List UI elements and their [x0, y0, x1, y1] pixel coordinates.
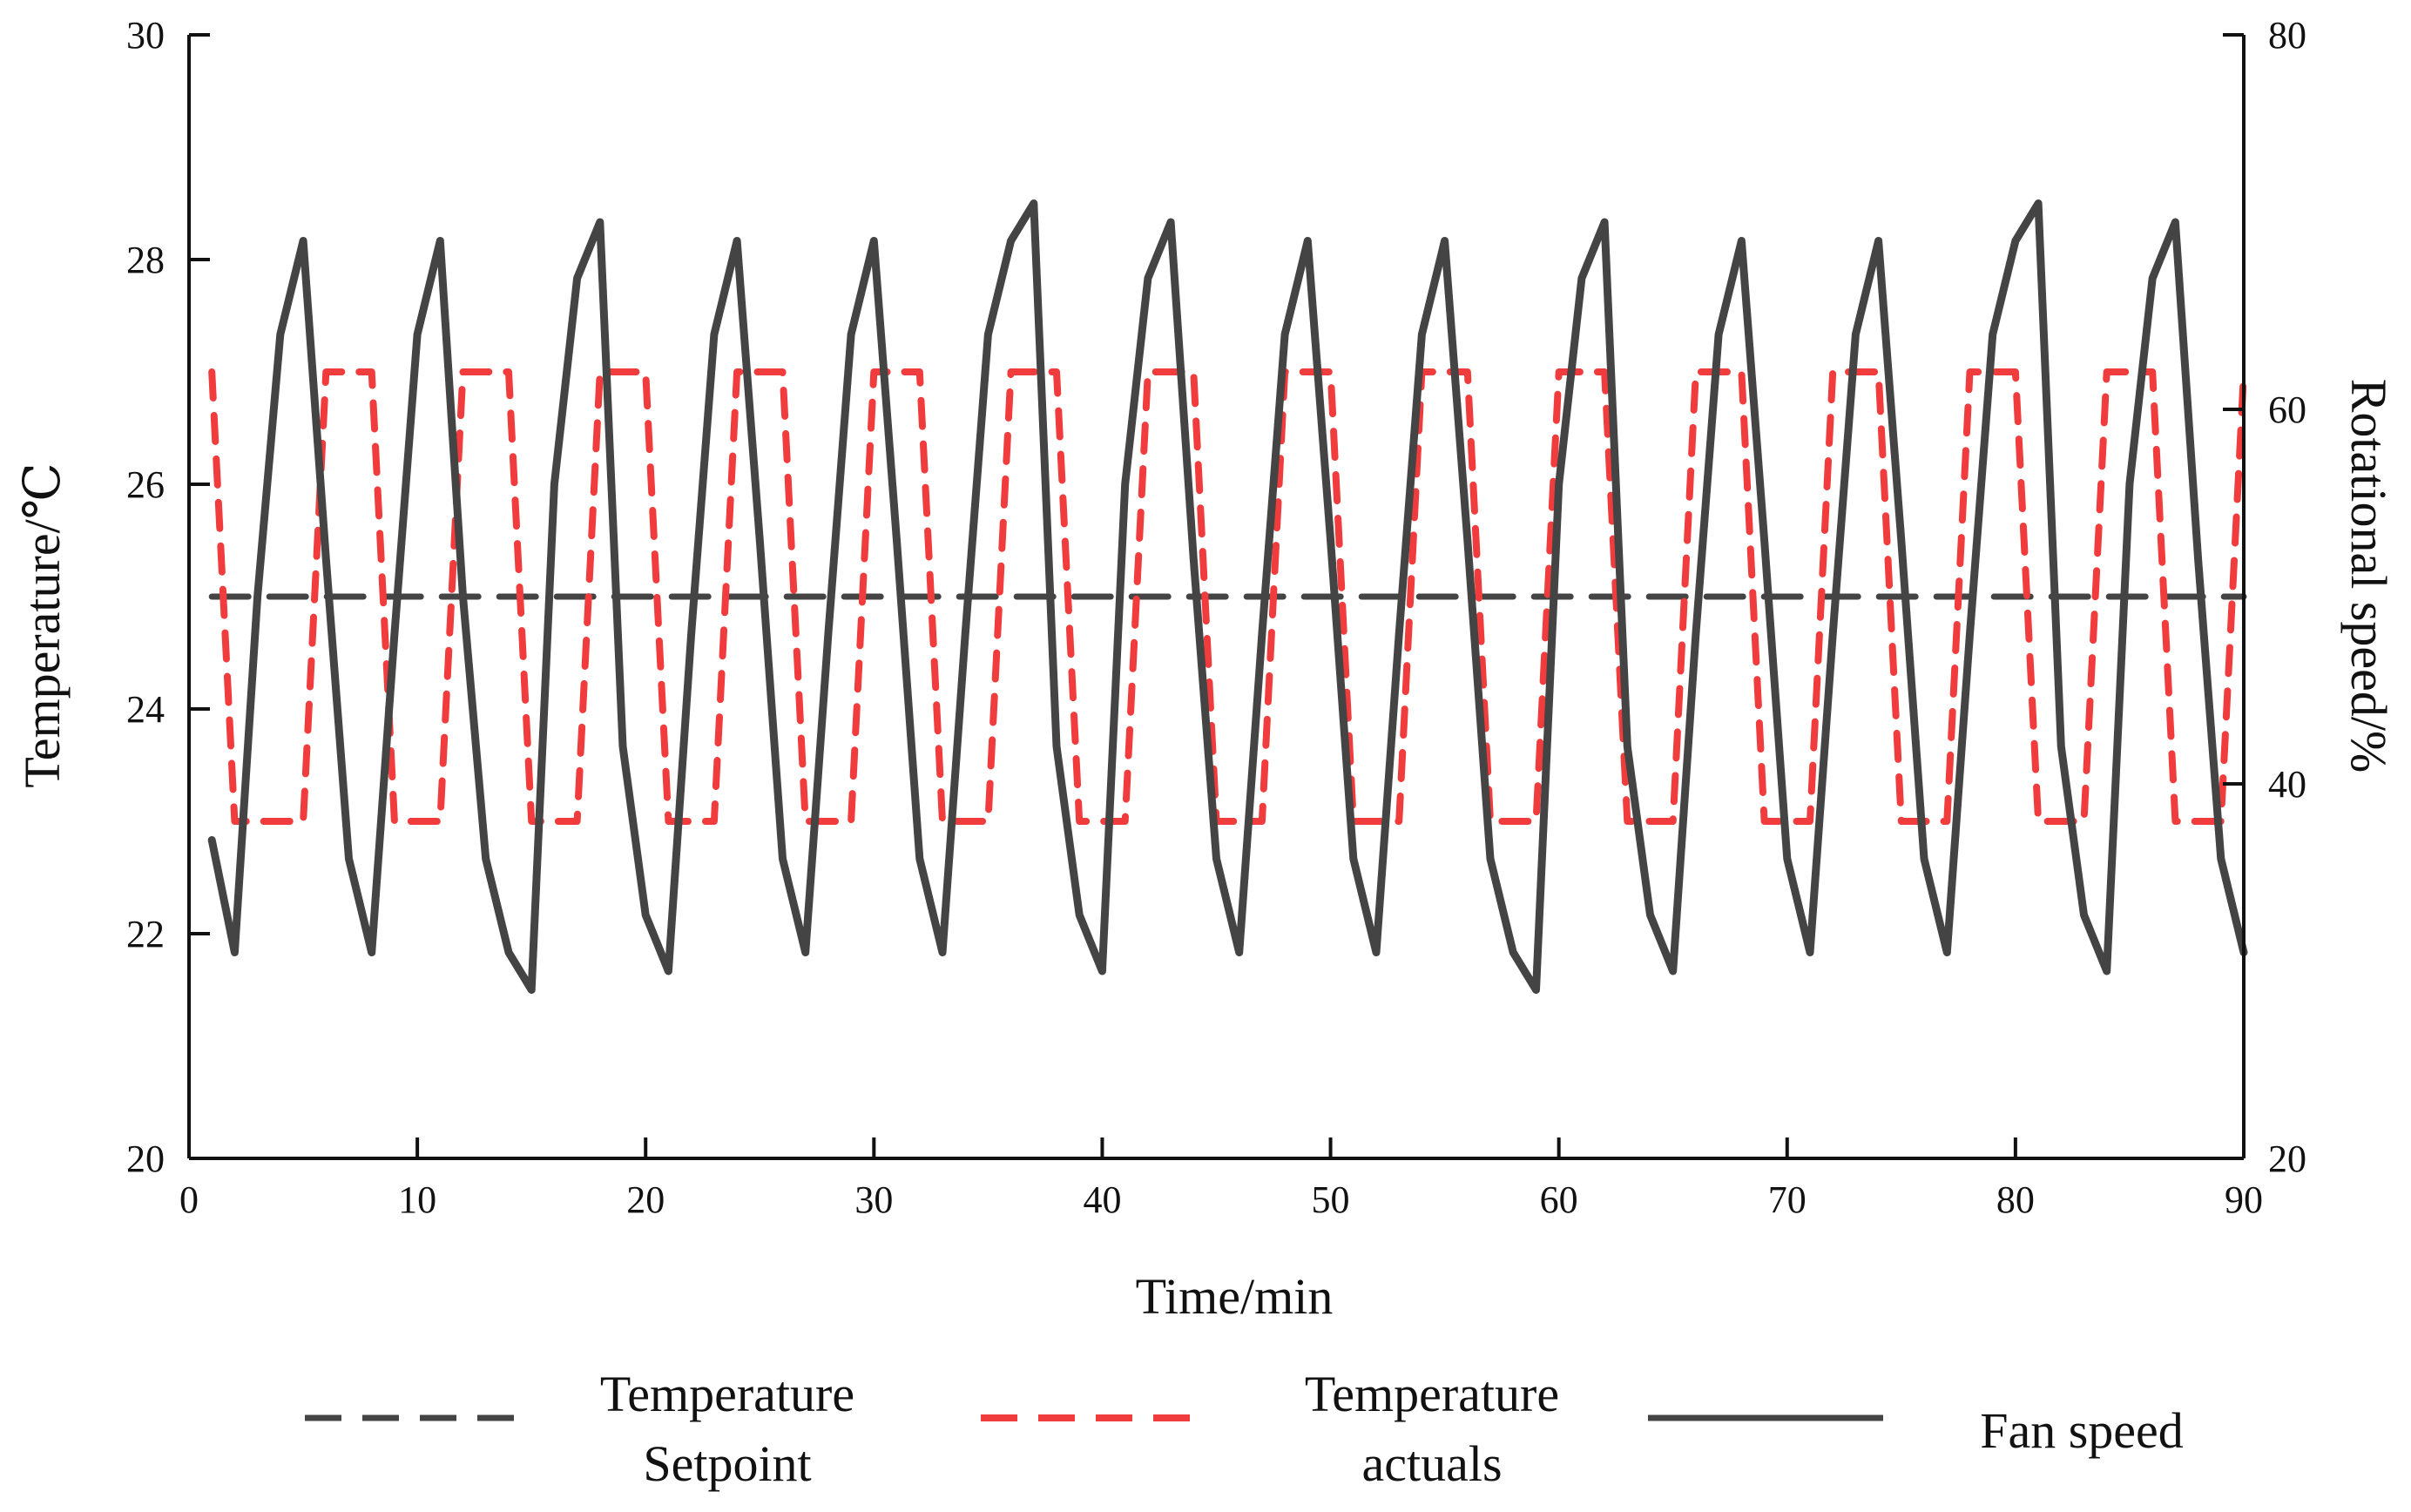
x-tick-label: 80 [1996, 1178, 2035, 1221]
y-left-tick-label: 20 [126, 1137, 165, 1180]
series-line-fan-speed [207, 199, 2248, 994]
legend-label-actuals-line1: Temperature [1305, 1366, 1559, 1422]
x-tick-label: 10 [398, 1178, 436, 1221]
x-tick-label: 70 [1768, 1178, 1807, 1221]
legend: Temperature Setpoint Temperature actuals… [305, 1366, 2184, 1492]
y-left-tick-label: 24 [126, 688, 165, 731]
x-tick-label: 0 [179, 1178, 199, 1221]
y-left-tick-label: 28 [126, 239, 165, 281]
legend-label-setpoint-line1: Temperature [600, 1366, 854, 1422]
y-axis-left-title: Temperature/℃ [14, 462, 71, 787]
y-right-tick-label: 80 [2268, 14, 2306, 57]
y-axis-right-title: Rotational speed/% [2340, 379, 2397, 773]
plot-area [207, 199, 2248, 994]
y-right-tick-label: 40 [2268, 763, 2306, 806]
y-left-tick-label: 22 [126, 913, 165, 955]
y-right-tick-label: 60 [2268, 388, 2306, 431]
axes [187, 35, 2246, 1160]
x-tick-label: 20 [626, 1178, 665, 1221]
x-tick-label: 40 [1083, 1178, 1121, 1221]
x-axis-title: Time/min [1136, 1268, 1334, 1325]
x-tick-label: 90 [2225, 1178, 2263, 1221]
x-tick-label: 30 [854, 1178, 893, 1221]
x-tick-label: 60 [1540, 1178, 1578, 1221]
series-line-temperature-actuals [208, 368, 2247, 825]
legend-label-setpoint-line2: Setpoint [643, 1435, 811, 1492]
legend-label-actuals-line2: actuals [1361, 1435, 1502, 1492]
y-left-tick-label: 30 [126, 14, 165, 57]
y-right-tick-label: 20 [2268, 1137, 2306, 1180]
y-left-tick-label: 26 [126, 463, 165, 506]
legend-label-fan: Fan speed [1980, 1402, 2184, 1459]
x-tick-label: 50 [1312, 1178, 1350, 1221]
